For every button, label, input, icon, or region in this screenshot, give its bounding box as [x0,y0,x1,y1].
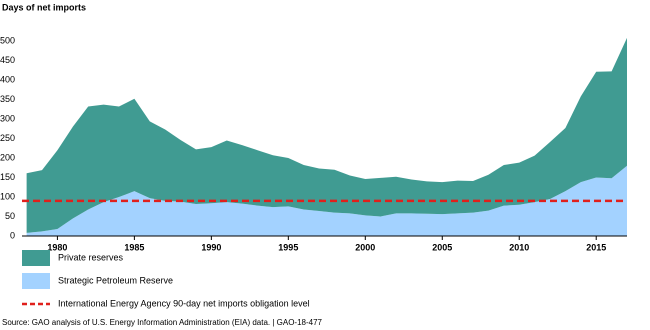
y-tick-label: 400 [0,74,15,84]
x-tick-label: 2005 [432,242,452,252]
x-tick-label: 1980 [47,242,67,252]
x-tick-label: 1995 [278,242,298,252]
y-tick-label: 200 [0,152,15,162]
y-tick-label: 100 [0,191,15,201]
x-tick-label: 1990 [201,242,221,252]
legend-label: Private reserves [58,252,124,262]
y-tick-label: 50 [5,211,15,221]
y-tick-label: 500 [0,35,15,45]
y-tick-label: 350 [0,94,15,104]
y-tick-label: 0 [10,230,15,240]
x-tick-label: 2000 [355,242,375,252]
y-tick-label: 450 [0,55,15,65]
y-tick-label: 300 [0,113,15,123]
source-note: Source: GAO analysis of U.S. Energy Info… [2,318,323,327]
area [26,37,627,233]
y-tick-label: 250 [0,133,15,143]
x-tick-label: 2010 [509,242,529,252]
y-axis-label: Days of net imports [2,2,86,12]
y-tick-label: 150 [0,172,15,182]
legend-swatch [22,273,50,289]
x-tick-label: 1985 [124,242,144,252]
area [26,165,627,236]
legend-label: Strategic Petroleum Reserve [58,275,173,285]
legend-swatch [22,250,50,266]
x-tick-label: 2015 [586,242,606,252]
legend-label: International Energy Agency 90-day net i… [58,298,310,308]
